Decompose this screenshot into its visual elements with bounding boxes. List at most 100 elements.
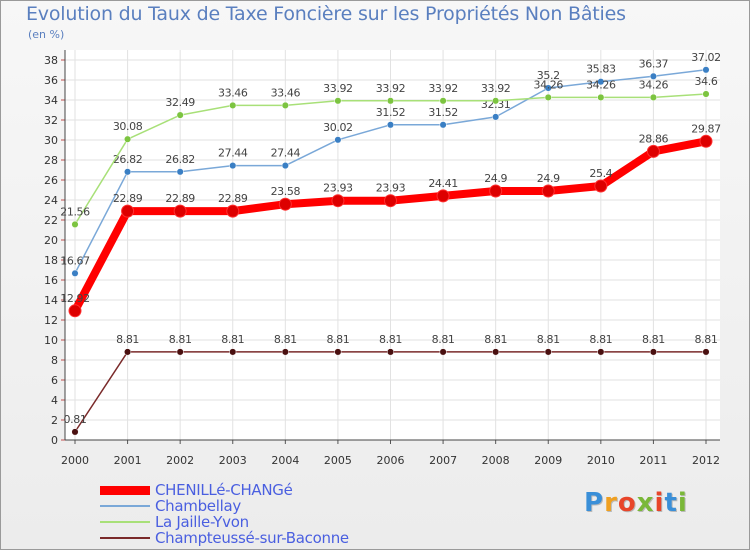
legend-label: CHENILLé-CHANGé — [155, 481, 293, 499]
x-tick-label: 2008 — [482, 454, 510, 467]
data-point — [544, 84, 552, 92]
data-point — [649, 348, 657, 356]
data-label: 8.81 — [432, 333, 455, 346]
y-tick-label: 10 — [44, 334, 58, 347]
y-tick-label: 12 — [44, 314, 58, 327]
data-label: 24.41 — [428, 177, 458, 190]
data-point — [492, 113, 500, 121]
data-point — [278, 197, 292, 211]
data-point — [124, 135, 132, 143]
legend-item: Chambellay — [100, 499, 360, 515]
data-label: 22.89 — [113, 192, 143, 205]
y-tick-label: 4 — [51, 394, 58, 407]
data-label: 37.02 — [691, 51, 721, 64]
data-point — [176, 348, 184, 356]
data-point — [541, 184, 555, 198]
y-tick-label: 16 — [44, 274, 58, 287]
y-tick-label: 30 — [44, 134, 58, 147]
x-tick-label: 2001 — [114, 454, 142, 467]
data-point — [71, 220, 79, 228]
x-tick-label: 2006 — [377, 454, 405, 467]
data-point — [68, 304, 82, 318]
legend-item: La Jaille-Yvon — [100, 515, 360, 531]
data-point — [386, 97, 395, 105]
data-label: 33.92 — [428, 82, 458, 95]
y-tick-label: 18 — [44, 254, 58, 267]
proxiti-logo: Proxiti — [584, 488, 688, 518]
data-point — [436, 189, 450, 203]
legend-swatch — [100, 521, 150, 523]
y-tick-label: 38 — [44, 54, 58, 67]
data-point — [544, 348, 552, 356]
plot-area — [65, 50, 720, 440]
data-point — [597, 93, 605, 101]
data-point — [71, 269, 79, 277]
data-label: 8.81 — [274, 333, 297, 346]
x-tick-label: 2005 — [324, 454, 352, 467]
y-tick-label: 32 — [44, 114, 58, 127]
data-label: 35.83 — [586, 63, 616, 76]
y-tick-label: 28 — [44, 154, 58, 167]
data-label: 21.56 — [60, 205, 90, 218]
x-tick-label: 2004 — [271, 454, 299, 467]
data-point — [492, 348, 500, 356]
data-point — [124, 168, 132, 176]
data-point — [439, 121, 447, 129]
data-label: 33.46 — [271, 86, 301, 99]
chart-title: Evolution du Taux de Taxe Foncière sur l… — [26, 3, 626, 25]
data-label: 8.81 — [221, 333, 244, 346]
data-point — [597, 348, 605, 356]
data-point — [334, 97, 342, 105]
data-label: 33.92 — [376, 82, 406, 95]
legend-item: Champteussé-sur-Baconne — [100, 531, 360, 547]
data-point — [334, 136, 342, 144]
data-label: 26.82 — [165, 153, 195, 166]
data-label: 27.44 — [271, 147, 301, 160]
y-tick-label: 26 — [44, 174, 58, 187]
data-point — [489, 184, 503, 198]
y-tick-label: 6 — [51, 374, 58, 387]
y-tick-label: 22 — [44, 214, 58, 227]
x-tick-label: 2010 — [587, 454, 615, 467]
data-label: 30.02 — [323, 121, 353, 134]
data-point — [439, 348, 447, 356]
data-point — [176, 168, 184, 176]
data-point — [229, 162, 237, 170]
data-label: 16.67 — [60, 254, 90, 267]
data-label: 34.26 — [534, 78, 564, 91]
data-point — [597, 78, 605, 86]
data-label: 8.81 — [642, 333, 665, 346]
x-tick-label: 2002 — [166, 454, 194, 467]
data-point — [702, 348, 710, 356]
data-label: 30.08 — [113, 120, 143, 133]
data-label: 33.92 — [481, 82, 511, 95]
data-point — [702, 66, 710, 74]
data-label: 31.52 — [428, 106, 458, 119]
y-tick-label: 20 — [44, 234, 58, 247]
data-point — [281, 101, 289, 109]
data-point — [384, 194, 397, 208]
data-label: 8.81 — [484, 333, 507, 346]
data-point — [124, 348, 132, 356]
y-tick-label: 2 — [51, 414, 58, 427]
data-label: 34.26 — [586, 78, 616, 91]
data-label: 8.81 — [589, 333, 612, 346]
data-label: 26.82 — [113, 153, 143, 166]
y-tick-label: 14 — [44, 294, 58, 307]
data-label: 33.46 — [218, 86, 248, 99]
data-point — [229, 101, 237, 109]
data-point — [544, 93, 552, 101]
data-point — [334, 348, 342, 356]
x-tick-label: 2009 — [534, 454, 562, 467]
data-label: 8.81 — [326, 333, 349, 346]
data-point — [594, 179, 608, 193]
data-label: 12.92 — [60, 292, 90, 305]
y-tick-label: 34 — [44, 94, 58, 107]
data-label: 8.81 — [116, 333, 139, 346]
data-point — [281, 162, 289, 170]
data-label: 23.93 — [376, 182, 406, 195]
data-point — [439, 97, 447, 105]
data-point — [331, 194, 345, 208]
legend-swatch — [100, 537, 150, 539]
